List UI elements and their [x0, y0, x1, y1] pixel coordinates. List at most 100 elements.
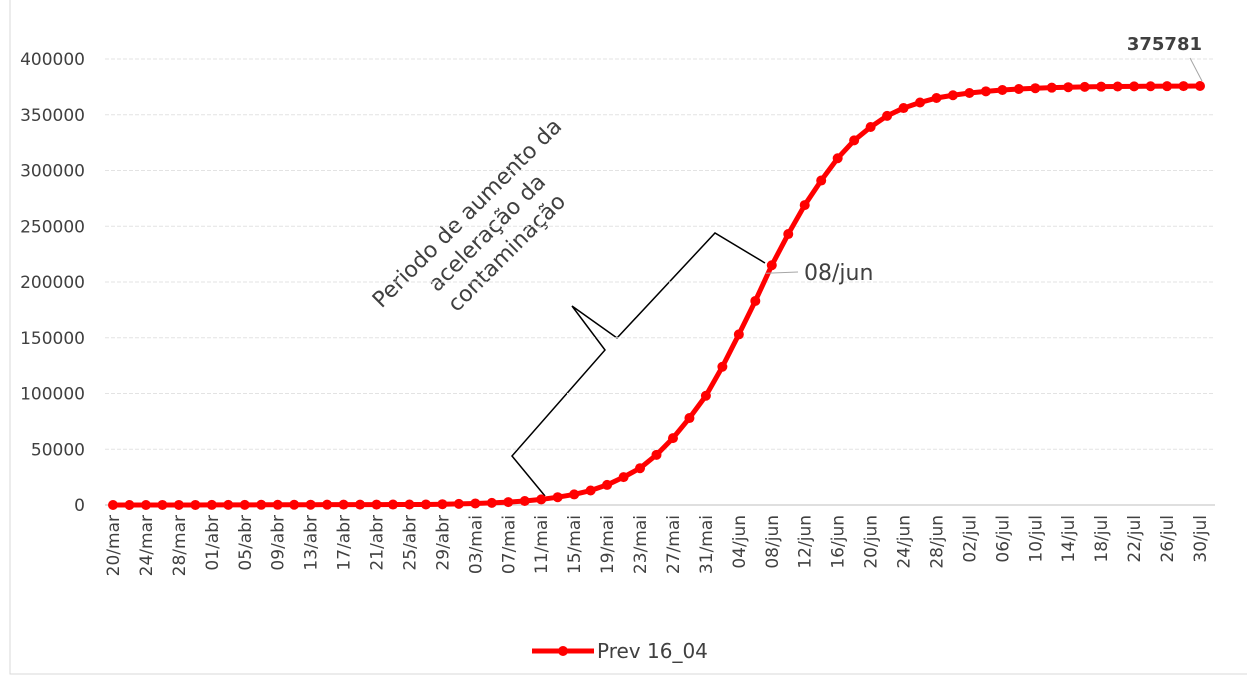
- brace: [511, 232, 766, 497]
- y-tick-label: 200000: [20, 273, 85, 293]
- point: [684, 413, 695, 424]
- point: [1129, 81, 1140, 92]
- point: [1178, 81, 1189, 92]
- x-tick-label: 27/mai: [664, 515, 684, 574]
- leader-line: [1189, 57, 1203, 82]
- point: [717, 361, 728, 372]
- point: [387, 499, 398, 510]
- point: [849, 135, 860, 146]
- point: [1162, 81, 1173, 92]
- point: [667, 433, 678, 444]
- y-tick-label: 150000: [20, 329, 85, 349]
- point: [602, 479, 613, 490]
- x-tick-label: 16/jun: [829, 515, 849, 569]
- y-tick-label: 250000: [20, 217, 85, 237]
- point: [964, 88, 975, 99]
- legend-label: Prev 16_04: [597, 639, 708, 663]
- point: [338, 499, 349, 510]
- x-tick-label: 30/jul: [1191, 515, 1211, 563]
- y-tick-label: 50000: [31, 440, 85, 460]
- x-tick-label: 21/abr: [368, 515, 388, 571]
- point: [470, 498, 481, 509]
- point: [355, 499, 366, 510]
- point: [1063, 82, 1074, 93]
- point: [783, 229, 794, 240]
- x-tick-label: 04/jun: [730, 515, 750, 569]
- point: [700, 390, 711, 401]
- point: [1195, 81, 1205, 92]
- x-tick-label: 12/jun: [796, 515, 816, 569]
- point: [635, 463, 646, 474]
- point: [256, 499, 267, 510]
- point: [585, 485, 596, 496]
- point: [766, 260, 777, 271]
- y-tick-label: 400000: [20, 50, 85, 70]
- x-tick-label: 08/jun: [763, 515, 783, 569]
- x-tick-label: 01/abr: [203, 515, 223, 571]
- point: [272, 499, 283, 510]
- point: [651, 449, 662, 460]
- point: [816, 175, 827, 186]
- x-tick-label: 15/mai: [565, 515, 585, 574]
- point: [750, 295, 761, 306]
- point: [1096, 81, 1107, 92]
- point: [173, 499, 184, 510]
- point: [536, 494, 547, 505]
- x-tick-label: 10/jul: [1026, 515, 1046, 563]
- point: [947, 90, 958, 101]
- y-tick-label: 100000: [20, 385, 85, 405]
- point: [997, 84, 1008, 95]
- point: [733, 329, 744, 340]
- x-tick-label: 28/mar: [170, 515, 190, 576]
- x-tick-label: 31/mai: [697, 515, 717, 574]
- legend-marker: [558, 646, 568, 656]
- point: [420, 499, 431, 510]
- x-tick-label: 02/jul: [960, 515, 980, 563]
- point: [1112, 81, 1123, 92]
- x-tick-label: 29/abr: [433, 515, 453, 571]
- point: [289, 499, 300, 510]
- point: [980, 86, 991, 97]
- x-tick-label: 07/mai: [499, 515, 519, 574]
- point: [931, 93, 942, 104]
- x-tick-label: 25/abr: [400, 515, 420, 571]
- x-tick-label: 24/mar: [137, 515, 157, 576]
- point: [124, 499, 135, 510]
- x-tick-label: 20/mar: [104, 515, 124, 576]
- x-tick-label: 13/abr: [302, 515, 322, 571]
- point: [206, 499, 217, 510]
- callout-label: 08/jun: [804, 261, 873, 286]
- point: [140, 499, 151, 510]
- point: [569, 489, 580, 500]
- point: [898, 103, 909, 114]
- point: [305, 499, 316, 510]
- x-tick-label: 17/abr: [335, 515, 355, 571]
- y-tick-label: 350000: [20, 106, 85, 126]
- point: [618, 472, 629, 483]
- point: [882, 110, 893, 121]
- point: [799, 200, 810, 211]
- x-tick-label: 19/mai: [598, 515, 618, 574]
- x-tick-label: 26/jul: [1158, 515, 1178, 563]
- point: [552, 492, 563, 503]
- point: [1030, 83, 1041, 94]
- point: [108, 499, 118, 510]
- point: [486, 497, 497, 508]
- point: [1046, 82, 1057, 93]
- x-tick-label: 09/abr: [269, 515, 289, 571]
- x-tick-label: 23/mai: [631, 515, 651, 574]
- point: [915, 97, 926, 108]
- x-tick-label: 18/jul: [1092, 515, 1112, 563]
- point: [1079, 81, 1090, 92]
- point: [223, 499, 234, 510]
- point: [865, 122, 876, 133]
- x-tick-label: 20/jun: [862, 515, 882, 569]
- x-tick-label: 22/jul: [1125, 515, 1145, 563]
- y-tick-label: 0: [74, 496, 85, 516]
- x-tick-label: 28/jun: [927, 515, 947, 569]
- x-tick-label: 06/jul: [993, 515, 1013, 563]
- point: [453, 498, 464, 509]
- y-tick-label: 300000: [20, 162, 85, 182]
- chart-frame: [9, 0, 1247, 675]
- x-tick-label: 05/abr: [236, 515, 256, 571]
